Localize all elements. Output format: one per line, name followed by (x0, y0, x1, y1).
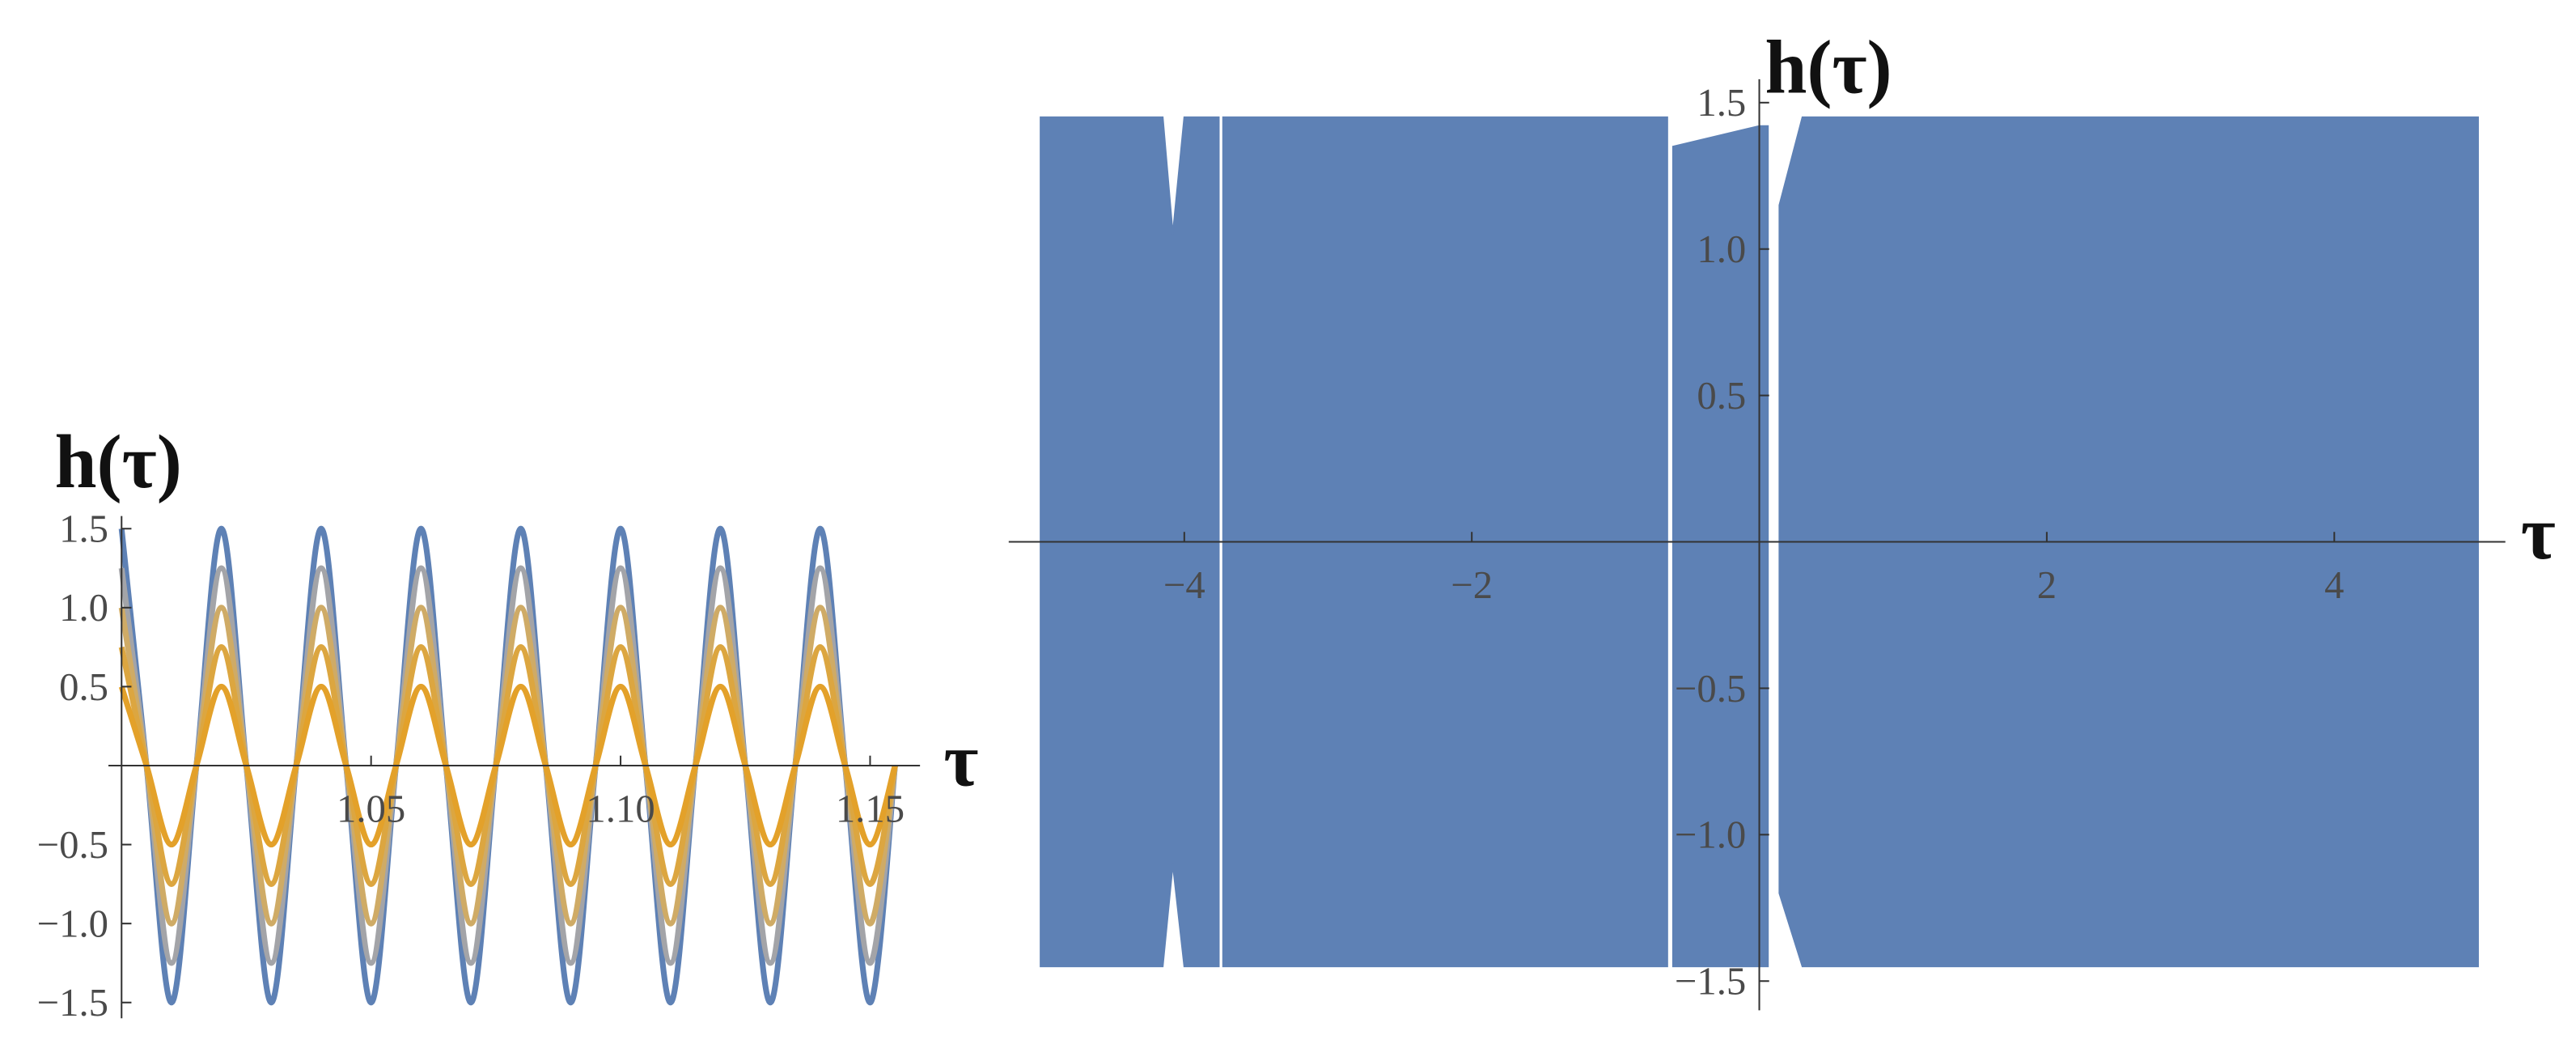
x-axis-label: τ (2521, 491, 2556, 575)
x-tick-label: −2 (1451, 562, 1493, 607)
y-tick-label: 0.5 (59, 664, 108, 709)
y-tick-label: −1.5 (37, 980, 108, 1025)
x-tick-label: 4 (2324, 562, 2344, 607)
x-tick-label: −4 (1163, 562, 1205, 607)
y-tick-label: −1.5 (1675, 958, 1746, 1003)
y-tick-label: 1.0 (59, 585, 108, 630)
x-tick-label: 1.15 (836, 786, 905, 830)
y-tick-label: 1.0 (1697, 227, 1746, 271)
x-tick-label: 2 (2037, 562, 2057, 607)
x-tick-label: 1.05 (337, 786, 405, 830)
y-tick-label: −1.0 (1675, 813, 1746, 857)
x-axis-label: τ (943, 718, 978, 802)
y-tick-label: 1.5 (59, 506, 108, 550)
y-tick-label: −1.0 (37, 901, 108, 945)
curve (118, 683, 898, 848)
x-tick-label: 1.10 (586, 786, 655, 830)
y-tick-label: −0.5 (37, 822, 108, 867)
y-tick-label: 1.5 (1697, 80, 1746, 125)
y-axis-label: h(τ) (55, 420, 182, 504)
y-axis-label: h(τ) (1765, 25, 1892, 109)
y-tick-label: −0.5 (1675, 666, 1746, 711)
y-tick-label: 0.5 (1697, 373, 1746, 418)
